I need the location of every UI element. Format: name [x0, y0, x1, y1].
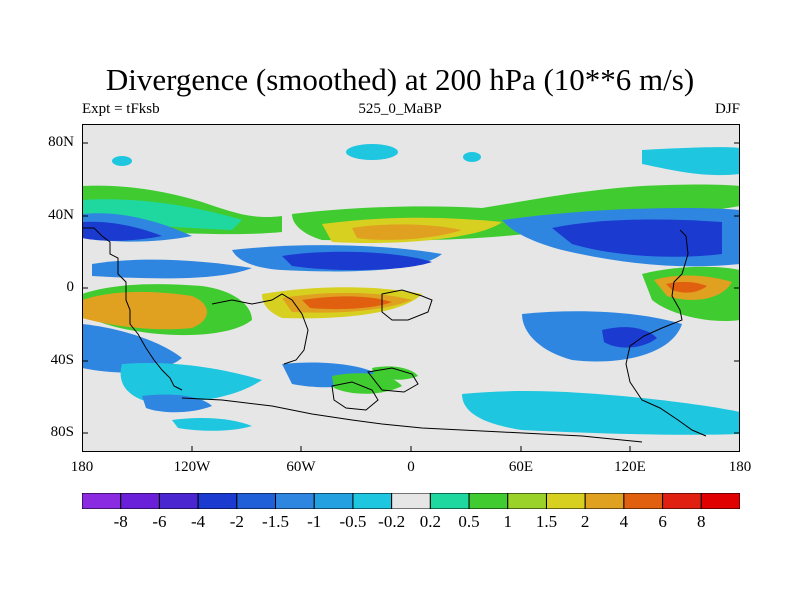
colorbar-swatch: [120, 493, 160, 509]
colorbar-swatch: [352, 493, 393, 509]
x-tick-label: 180: [70, 459, 94, 475]
field-band: [462, 391, 740, 435]
field-band: [666, 281, 707, 293]
colorbar-swatch: [584, 493, 625, 509]
colorbar-label: 1: [503, 512, 513, 531]
colorbar-swatch: [82, 493, 122, 509]
coastline: [82, 227, 183, 391]
season-label: DJF: [714, 101, 740, 117]
field-band: [352, 224, 462, 240]
x-tick-label: 60W: [286, 459, 316, 475]
coastline: [181, 397, 643, 443]
field-blob: [346, 144, 398, 160]
time-period-label: 525_0_MaBP: [358, 101, 442, 117]
colorbar: [82, 493, 740, 509]
coastline: [625, 229, 707, 437]
colorbar-swatch: [468, 493, 509, 509]
field-band: [82, 324, 182, 373]
field-band: [552, 219, 722, 257]
continent-outlines: [82, 227, 707, 443]
colorbar-label: -4: [191, 512, 206, 531]
colorbar-label: -6: [152, 512, 167, 531]
colorbar-swatch: [197, 493, 238, 509]
field-blob: [463, 152, 481, 162]
colorbar-label: -2: [229, 512, 244, 531]
colorbar-label: -1: [307, 512, 322, 531]
field-band: [282, 251, 432, 271]
colorbar-label: 0.5: [458, 512, 480, 531]
field-band: [82, 291, 207, 330]
plot-title: Divergence (smoothed) at 200 hPa (10**6 …: [105, 62, 695, 97]
field-band: [92, 259, 252, 279]
colorbar-swatch: [507, 493, 547, 509]
colorbar-label: 0.2: [419, 512, 441, 531]
y-tick-label: 80N: [48, 134, 74, 150]
field-blob: [112, 156, 132, 166]
colorbar-label: 6: [658, 512, 667, 531]
colorbar-label: -1.5: [262, 512, 289, 531]
colorbar-swatch: [545, 493, 586, 509]
colorbar-label: 4: [619, 512, 629, 531]
y-tick-label: 0: [66, 279, 75, 295]
colorbar-swatch: [623, 493, 664, 509]
field-band: [522, 311, 682, 362]
colorbar-label: 1.5: [535, 512, 558, 531]
field-band: [642, 147, 740, 176]
colorbar-label: 8: [697, 512, 706, 531]
colorbar-swatch: [662, 493, 702, 509]
y-tick-label: 40S: [50, 352, 74, 368]
field-band: [602, 327, 657, 348]
field-band: [302, 296, 392, 310]
axis-ticks: [82, 142, 740, 452]
field-band: [120, 362, 262, 403]
colorbar-label: -0.5: [339, 512, 367, 531]
experiment-label: Expt = tFksb: [82, 101, 160, 117]
colorbar-label: -0.2: [378, 512, 406, 531]
coastline: [331, 381, 379, 411]
colorbar-label: -8: [113, 512, 128, 531]
x-tick-label: 180: [728, 459, 752, 475]
colorbar-swatch: [429, 493, 470, 509]
colorbar-swatch: [313, 493, 354, 509]
colorbar-swatch: [700, 493, 740, 509]
x-tick-label: 120E: [614, 459, 646, 475]
colorbar-swatch: [158, 493, 199, 509]
x-tick-label: 60E: [508, 459, 534, 475]
x-tick-label: 0: [407, 459, 415, 475]
coastline: [367, 367, 419, 393]
colorbar-label: 2: [580, 512, 590, 531]
colorbar-swatch: [275, 493, 315, 509]
field-band: [172, 418, 252, 431]
colorbar-swatch: [236, 493, 277, 509]
divergence-map: [82, 124, 740, 452]
field-contours: [82, 144, 740, 435]
colorbar-swatch: [391, 493, 431, 509]
y-tick-label: 80S: [50, 424, 74, 440]
y-tick-label: 40N: [48, 207, 74, 223]
x-tick-label: 120W: [173, 459, 211, 475]
coastline: [211, 293, 309, 365]
coastline: [381, 289, 433, 321]
